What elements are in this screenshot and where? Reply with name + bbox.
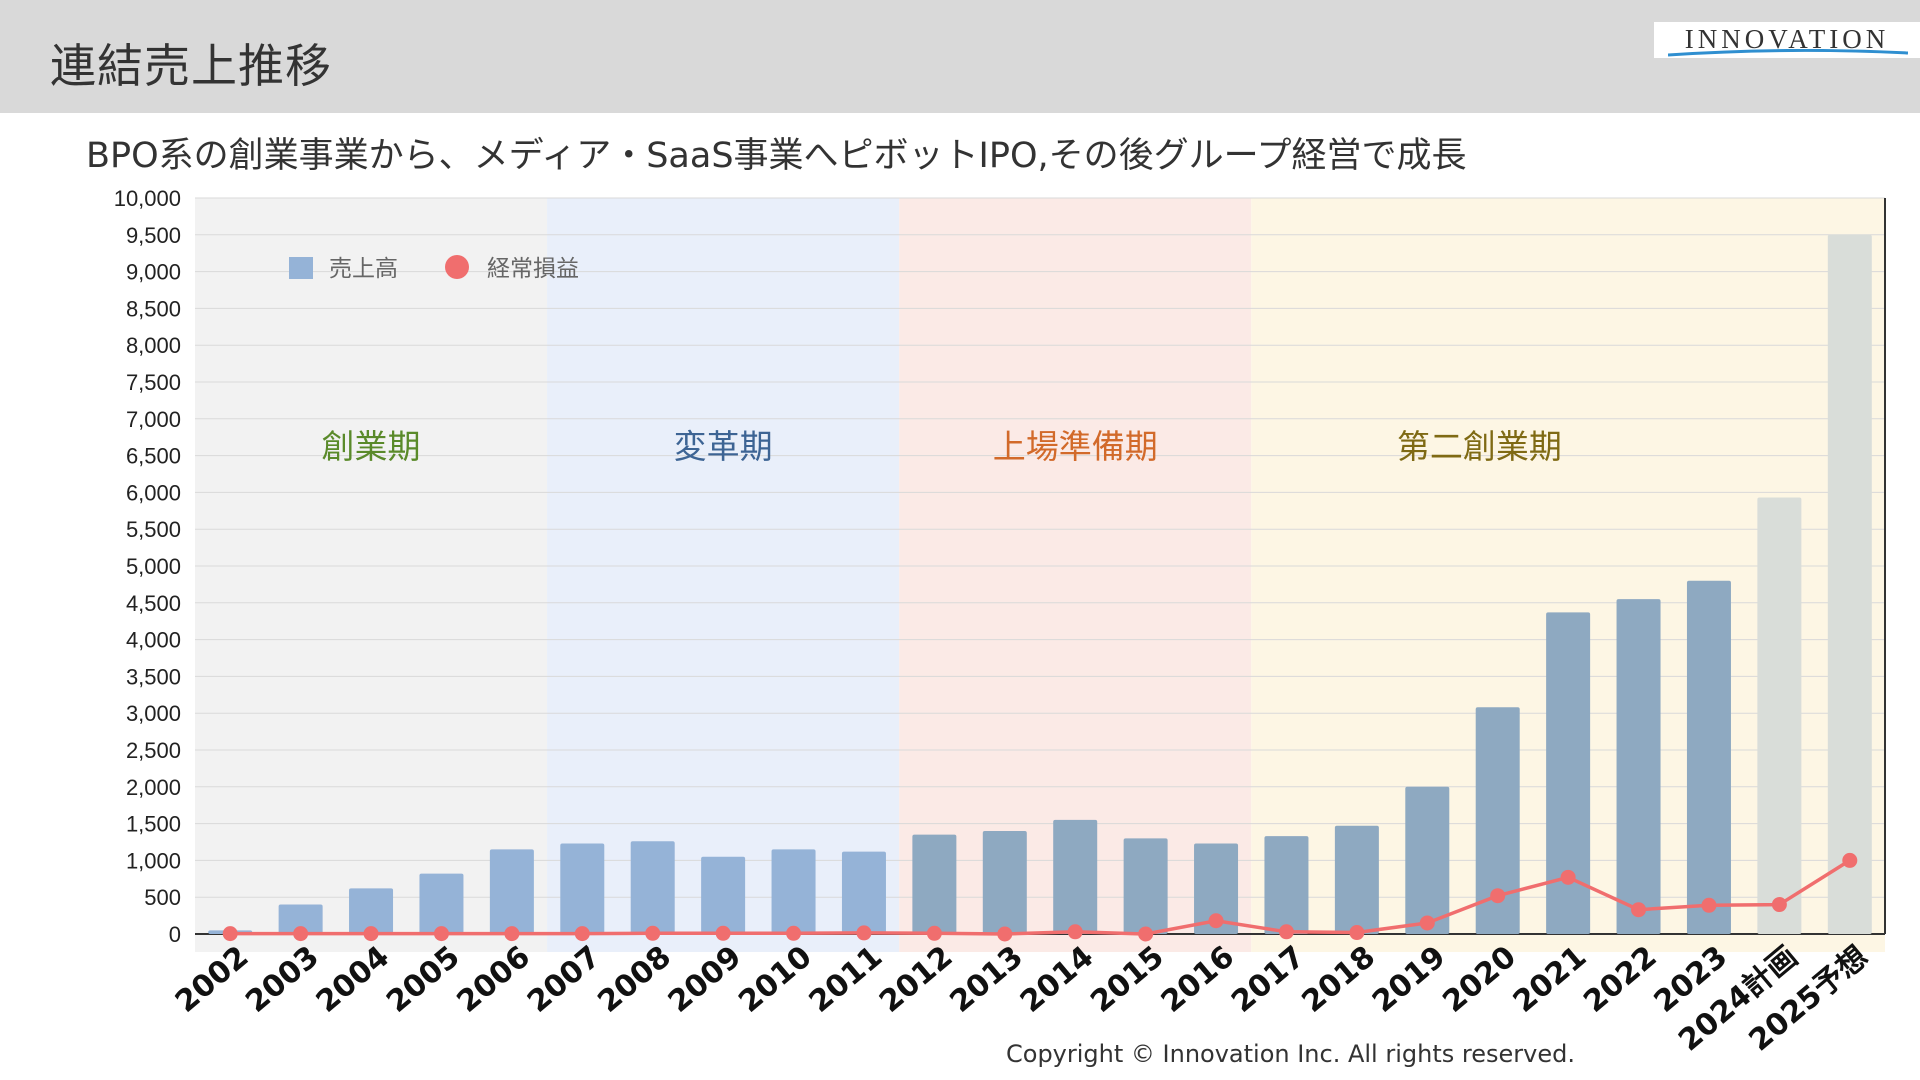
profit-marker-2006	[504, 926, 520, 942]
bar-2020	[1475, 707, 1520, 934]
bar-2017	[1264, 836, 1309, 934]
bar-2004	[349, 888, 394, 934]
profit-marker-2007	[574, 926, 590, 942]
bar-2018	[1334, 825, 1379, 934]
phase-background-1	[195, 198, 548, 952]
bar-2012	[912, 834, 957, 934]
profit-marker-2019	[1419, 915, 1435, 931]
y-tick-label: 10,000	[114, 186, 181, 211]
profit-marker-2015	[1138, 926, 1154, 942]
header-bar: 連結売上推移 INNOVATION	[0, 0, 1920, 113]
bar-2021	[1546, 612, 1591, 934]
y-tick-label: 0	[169, 922, 181, 947]
bar-2007	[560, 843, 605, 934]
profit-marker-2020	[1490, 888, 1506, 904]
bar-2009	[701, 856, 746, 934]
profit-marker-2014	[1067, 924, 1083, 940]
y-tick-label: 7,000	[126, 407, 181, 432]
y-tick-label: 6,000	[126, 480, 181, 505]
profit-marker-2018	[1349, 925, 1365, 941]
legend-dot-swatch	[445, 255, 469, 279]
bar-2016	[1194, 843, 1239, 934]
profit-marker-2005	[433, 926, 449, 942]
y-tick-label: 6,500	[126, 444, 181, 469]
y-tick-label: 4,000	[126, 628, 181, 653]
bar-2014	[1053, 819, 1098, 934]
y-tick-label: 5,000	[126, 554, 181, 579]
bar-2005	[419, 873, 464, 934]
legend-bar-swatch	[289, 257, 313, 279]
phase-label: 変革期	[674, 427, 773, 466]
page-title: 連結売上推移	[50, 39, 332, 93]
profit-marker-2009	[715, 925, 731, 941]
profit-marker-2008	[645, 925, 661, 941]
profit-marker-2025予想	[1842, 852, 1858, 868]
bar-2011	[841, 851, 886, 934]
y-tick-label: 2,500	[126, 738, 181, 763]
bar-2008	[630, 841, 675, 934]
bar-2015	[1123, 838, 1168, 934]
chart-subtitle: BPO系の創業事業から、メディア・SaaS事業へピボットIPO,その後グループ経…	[86, 136, 1467, 176]
legend-label-profit: 経常損益	[487, 256, 579, 282]
y-tick-label: 3,500	[126, 664, 181, 689]
profit-marker-2002	[222, 926, 238, 942]
bar-2019	[1405, 786, 1450, 934]
profit-marker-2021	[1560, 869, 1576, 885]
logo-text: INNOVATION	[1684, 24, 1890, 54]
y-tick-label: 7,500	[126, 370, 181, 395]
y-tick-label: 1,000	[126, 848, 181, 873]
phase-background-2	[547, 198, 900, 952]
y-tick-label: 5,500	[126, 517, 181, 542]
phase-label: 上場準備期	[993, 427, 1158, 466]
bar-2022	[1616, 599, 1661, 934]
profit-marker-2003	[293, 926, 309, 942]
profit-marker-2023	[1701, 897, 1717, 913]
phase-label: 第二創業期	[1397, 427, 1562, 466]
profit-marker-2010	[786, 925, 802, 941]
y-tick-label: 500	[144, 885, 181, 910]
profit-marker-2017	[1278, 924, 1294, 940]
bar-2006	[489, 849, 534, 934]
bar-2024計画	[1757, 497, 1802, 934]
profit-marker-2011	[856, 925, 872, 941]
y-tick-label: 8,000	[126, 333, 181, 358]
logo-swoosh-icon	[1668, 49, 1908, 57]
legend-label-revenue: 売上高	[329, 256, 398, 282]
profit-marker-2004	[363, 926, 379, 942]
y-tick-label: 9,500	[126, 223, 181, 248]
ordinary-profit-line	[230, 858, 1851, 936]
y-tick-label: 9,000	[126, 260, 181, 285]
phase-label: 創業期	[322, 427, 421, 466]
bar-2025予想	[1827, 234, 1872, 935]
profit-marker-2024計画	[1771, 897, 1787, 913]
profit-marker-2013	[997, 926, 1013, 942]
profit-marker-2022	[1631, 902, 1647, 918]
bar-2013	[982, 830, 1027, 934]
y-tick-label: 8,500	[126, 296, 181, 321]
bar-2010	[771, 849, 816, 934]
y-tick-label: 3,000	[126, 701, 181, 726]
y-tick-label: 1,500	[126, 812, 181, 837]
company-logo: INNOVATION	[1654, 22, 1920, 58]
copyright-text: Copyright © Innovation Inc. All rights r…	[1006, 1040, 1575, 1068]
y-tick-label: 4,500	[126, 591, 181, 616]
profit-marker-2012	[926, 925, 942, 941]
bar-2023	[1686, 580, 1731, 934]
bar-2003	[278, 904, 323, 934]
y-tick-label: 2,000	[126, 775, 181, 800]
profit-marker-2016	[1208, 913, 1224, 929]
